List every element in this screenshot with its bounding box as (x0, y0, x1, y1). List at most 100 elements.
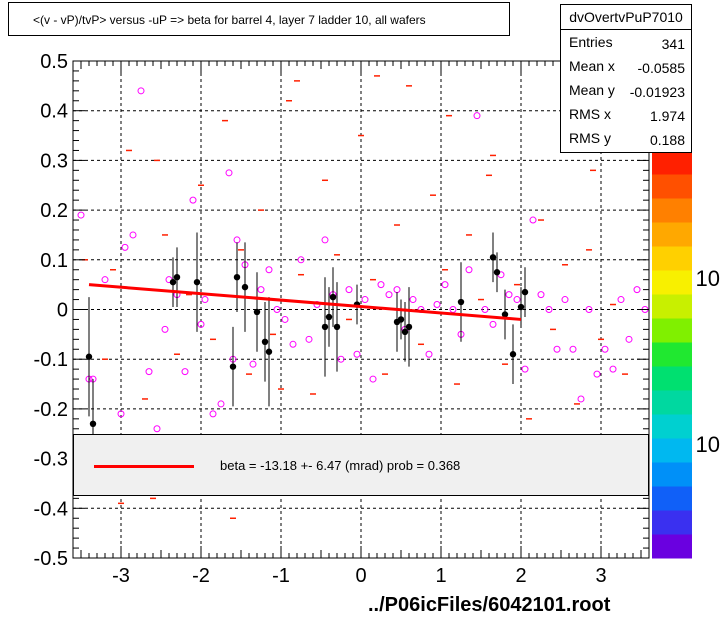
magenta-point (609, 365, 617, 373)
palette-segment (652, 390, 692, 415)
profile-point (517, 303, 525, 311)
magenta-point (433, 301, 441, 309)
magenta-point (225, 169, 233, 177)
profile-point (261, 338, 269, 346)
magenta-point (257, 286, 265, 294)
y-tick-label: 0.3 (40, 150, 68, 172)
profile-point (265, 348, 273, 355)
magenta-point (521, 365, 529, 373)
x-tick-label: 0 (355, 565, 366, 587)
magenta-point (353, 350, 361, 358)
y-tick-label: -0.4 (34, 498, 68, 520)
fit-line (88, 283, 522, 321)
y-tick-label: -0.2 (34, 399, 68, 421)
y-tick-label: 0.1 (40, 250, 68, 272)
magenta-point (233, 236, 241, 244)
stats-title: dvOvertvPuP7010 (561, 5, 691, 30)
magenta-point (265, 266, 273, 274)
stats-key: Entries (569, 34, 613, 50)
red-dash-markers (82, 75, 628, 519)
y-tick-label: 0 (57, 300, 68, 322)
magenta-point (161, 325, 169, 333)
palette-label-bottom: 10 (695, 432, 720, 457)
stats-value: 341 (661, 36, 685, 52)
y-tick-label: -0.3 (34, 449, 68, 471)
magenta-point (117, 410, 125, 418)
profile-points (85, 232, 529, 469)
magenta-point (377, 281, 385, 289)
magenta-point (529, 216, 537, 224)
profile-point (85, 353, 93, 360)
title-box: <(v - vP)/tvP> versus -uP => beta for ba… (8, 2, 510, 36)
stats-key: RMS x (569, 106, 611, 122)
profile-point (401, 328, 409, 336)
palette-label-top: 10 (695, 266, 720, 291)
x-tick-label: 1 (435, 565, 446, 587)
profile-point (229, 363, 237, 370)
magenta-point (569, 345, 577, 353)
palette-segment (652, 534, 692, 559)
palette-segment (652, 150, 692, 175)
palette-segment (652, 270, 692, 295)
magenta-point (305, 335, 313, 343)
stats-value: 1.974 (649, 108, 685, 124)
y-tick-label: -0.1 (34, 349, 68, 371)
palette-segment (652, 294, 692, 319)
magenta-point (273, 306, 281, 313)
magenta-point (153, 425, 161, 433)
magenta-point (513, 296, 521, 304)
profile-point (493, 269, 501, 276)
stats-key: Mean x (569, 58, 615, 74)
magenta-point (281, 315, 289, 323)
magenta-point (201, 296, 209, 304)
magenta-point (441, 281, 449, 289)
palette-segment (652, 342, 692, 367)
stats-value: -0.0585 (637, 60, 685, 76)
palette-segment (652, 462, 692, 487)
profile-point (233, 273, 241, 281)
profile-point (329, 293, 337, 301)
profile-point (193, 278, 201, 286)
x-tick-label: -1 (272, 565, 290, 587)
magenta-point (425, 350, 433, 358)
magenta-point (537, 291, 545, 299)
stats-key: RMS y (569, 130, 611, 146)
magenta-point (489, 320, 497, 328)
magenta-point (393, 286, 401, 294)
magenta-point (145, 368, 153, 376)
magenta-point (601, 345, 609, 353)
legend-line-swatch (94, 465, 194, 468)
file-label: ../P06icFiles/6042101.root (368, 594, 611, 616)
magenta-point (473, 112, 481, 120)
color-palette (652, 150, 692, 559)
magenta-point (197, 320, 205, 328)
y-tick-label: 0.2 (40, 200, 68, 222)
palette-segment (652, 486, 692, 511)
y-tick-label: 0.4 (40, 101, 68, 123)
magenta-point (561, 296, 569, 304)
y-tick-label: 0.5 (40, 51, 68, 73)
magenta-point (189, 196, 197, 204)
x-tick-label: -2 (192, 565, 210, 587)
stats-row-rms-y: RMS y 0.188 (561, 126, 691, 150)
profile-point (173, 273, 181, 281)
magenta-point (545, 306, 553, 313)
palette-segment (652, 414, 692, 439)
magenta-point (553, 345, 561, 353)
stats-row-mean-x: Mean x -0.0585 (561, 54, 691, 78)
x-tick-label: -3 (112, 565, 130, 587)
magenta-point (385, 291, 393, 299)
profile-point (521, 288, 529, 296)
magenta-point (577, 395, 585, 403)
magenta-point (633, 286, 641, 294)
magenta-point (481, 306, 489, 313)
profile-point (253, 308, 261, 316)
profile-point (321, 323, 329, 331)
profile-point (405, 323, 413, 331)
profile-point (169, 278, 177, 286)
stats-key: Mean y (569, 82, 615, 98)
magenta-point (585, 306, 593, 313)
fit-legend: beta = -13.18 +- 6.47 (mrad) prob = 0.36… (73, 434, 649, 496)
profile-point (489, 254, 497, 261)
